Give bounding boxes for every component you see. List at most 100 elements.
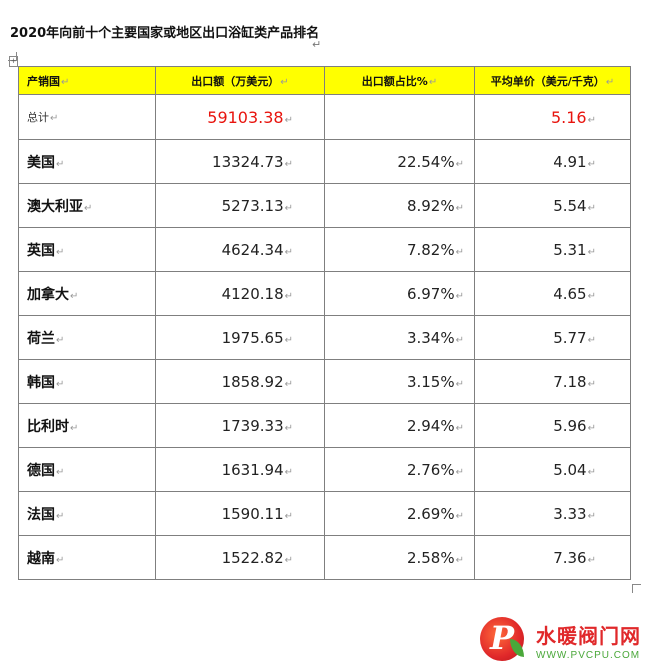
export-cell: 1631.94↵ — [155, 447, 325, 492]
price-cell: 5.54↵ — [474, 183, 631, 228]
price-cell: 7.18↵ — [474, 359, 631, 404]
country-name: 荷兰 — [27, 330, 55, 347]
cell-mark: ↵ — [61, 76, 70, 88]
share-value: 6.97% — [406, 284, 455, 303]
share-value: 2.94% — [406, 416, 455, 435]
country-name: 法国 — [27, 506, 55, 523]
share-value: 7.82% — [406, 240, 455, 259]
price-cell: 5.04↵ — [474, 447, 631, 492]
cell-mark: ↵ — [50, 113, 59, 124]
table-row: 荷兰↵ 1975.65↵ 3.34%↵ 5.77↵ — [18, 315, 631, 360]
total-label: 总计 — [27, 111, 49, 124]
share-cell: 7.82%↵ — [324, 227, 475, 272]
cell-mark: ↵ — [455, 510, 464, 522]
cell-mark: ↵ — [284, 246, 293, 258]
cell-mark: ↵ — [56, 158, 65, 170]
cell-mark: ↵ — [455, 378, 464, 390]
country-cell: 英国↵ — [18, 227, 156, 272]
price-value: 5.54 — [553, 196, 587, 215]
country-cell: 德国↵ — [18, 447, 156, 492]
price-cell: 5.96↵ — [474, 403, 631, 448]
country-cell: 澳大利亚↵ — [18, 183, 156, 228]
share-cell: 3.15%↵ — [324, 359, 475, 404]
cell-mark: ↵ — [587, 114, 596, 126]
country-cell: 越南↵ — [18, 535, 156, 580]
export-value: 1631.94 — [221, 460, 284, 479]
export-ranking-table: 产销国↵ 出口额（万美元）↵ 出口额占比%↵ 平均单价（美元/千克）↵ 总计↵ … — [18, 66, 631, 580]
cell-mark: ↵ — [587, 202, 596, 214]
table-row: 美国↵ 13324.73↵ 22.54%↵ 4.91↵ — [18, 139, 631, 184]
pvcpu-logo-icon: P — [480, 617, 524, 661]
cell-mark: ↵ — [428, 76, 438, 88]
export-cell: 1739.33↵ — [155, 403, 325, 448]
cell-mark: ↵ — [70, 422, 79, 434]
country-name: 美国 — [27, 154, 55, 171]
cell-mark: ↵ — [455, 466, 464, 478]
paragraph-mark: ↵ — [312, 38, 322, 51]
cell-mark: ↵ — [587, 422, 596, 434]
export-cell: 1975.65↵ — [155, 315, 325, 360]
table-row: 加拿大↵ 4120.18↵ 6.97%↵ 4.65↵ — [18, 271, 631, 316]
country-name: 英国 — [27, 242, 55, 259]
header-cell: 产销国↵ — [18, 66, 156, 95]
country-name: 加拿大 — [27, 286, 69, 303]
share-cell: 2.69%↵ — [324, 491, 475, 536]
price-value: 4.91 — [553, 152, 587, 171]
share-cell: 3.34%↵ — [324, 315, 475, 360]
price-value: 5.04 — [553, 460, 587, 479]
cell-mark: ↵ — [587, 290, 596, 302]
country-cell: 韩国↵ — [18, 359, 156, 404]
cell-mark: ↵ — [56, 378, 65, 390]
export-cell: 4624.34↵ — [155, 227, 325, 272]
table-row: 越南↵ 1522.82↵ 2.58%↵ 7.36↵ — [18, 535, 631, 580]
header-cell: 出口额（万美元）↵ — [155, 66, 325, 95]
table-row: 澳大利亚↵ 5273.13↵ 8.92%↵ 5.54↵ — [18, 183, 631, 228]
share-cell: 6.97%↵ — [324, 271, 475, 316]
watermark-url: WWW.PVCPU.COM — [536, 650, 641, 661]
cell-mark: ↵ — [587, 158, 596, 170]
total-export-cell: 59103.38↵ — [155, 94, 325, 140]
cell-mark: ↵ — [70, 290, 79, 302]
cell-mark: ↵ — [455, 158, 464, 170]
cell-mark: ↵ — [56, 510, 65, 522]
export-cell: 5273.13↵ — [155, 183, 325, 228]
country-cell: 荷兰↵ — [18, 315, 156, 360]
cell-mark: ↵ — [587, 510, 596, 522]
price-cell: 7.36↵ — [474, 535, 631, 580]
header-label: 平均单价（美元/千克） — [490, 74, 605, 88]
cell-mark: ↵ — [587, 466, 596, 478]
table-total-row: 总计↵ 59103.38↵ 5.16↵ — [18, 94, 631, 140]
cell-mark: ↵ — [455, 290, 464, 302]
price-cell: 3.33↵ — [474, 491, 631, 536]
share-cell: 2.58%↵ — [324, 535, 475, 580]
cell-mark: ↵ — [284, 114, 293, 126]
country-cell: 法国↵ — [18, 491, 156, 536]
price-value: 4.65 — [553, 284, 587, 303]
export-cell: 1858.92↵ — [155, 359, 325, 404]
header-label: 出口额占比% — [361, 74, 428, 88]
price-value: 7.36 — [553, 548, 587, 567]
table-body: 美国↵ 13324.73↵ 22.54%↵ 4.91↵ 澳大利亚↵ 5273.13↵ 8.9… — [18, 139, 631, 580]
cell-mark: ↵ — [587, 554, 596, 566]
share-value: 8.92% — [406, 196, 455, 215]
price-value: 5.77 — [553, 328, 587, 347]
header-label: 出口额（万美元） — [191, 74, 280, 88]
price-value: 5.96 — [553, 416, 587, 435]
price-cell: 4.65↵ — [474, 271, 631, 316]
share-value: 2.76% — [406, 460, 455, 479]
cell-mark: ↵ — [284, 510, 293, 522]
cell-mark: ↵ — [587, 334, 596, 346]
watermark-name: 水暖阀门网 — [536, 624, 641, 648]
share-value: 22.54% — [397, 152, 455, 171]
total-price-cell: 5.16↵ — [474, 94, 631, 140]
share-value: 2.69% — [406, 504, 455, 523]
price-value: 5.31 — [553, 240, 587, 259]
share-cell: 8.92%↵ — [324, 183, 475, 228]
header-label: 产销国 — [27, 74, 60, 88]
cell-mark: ↵ — [56, 246, 65, 258]
table-move-handle-icon[interactable]: + — [9, 56, 18, 67]
margin-corner-mark — [632, 584, 641, 593]
cell-mark: ↵ — [56, 466, 65, 478]
cell-mark: ↵ — [284, 378, 293, 390]
cell-mark: ↵ — [284, 466, 293, 478]
